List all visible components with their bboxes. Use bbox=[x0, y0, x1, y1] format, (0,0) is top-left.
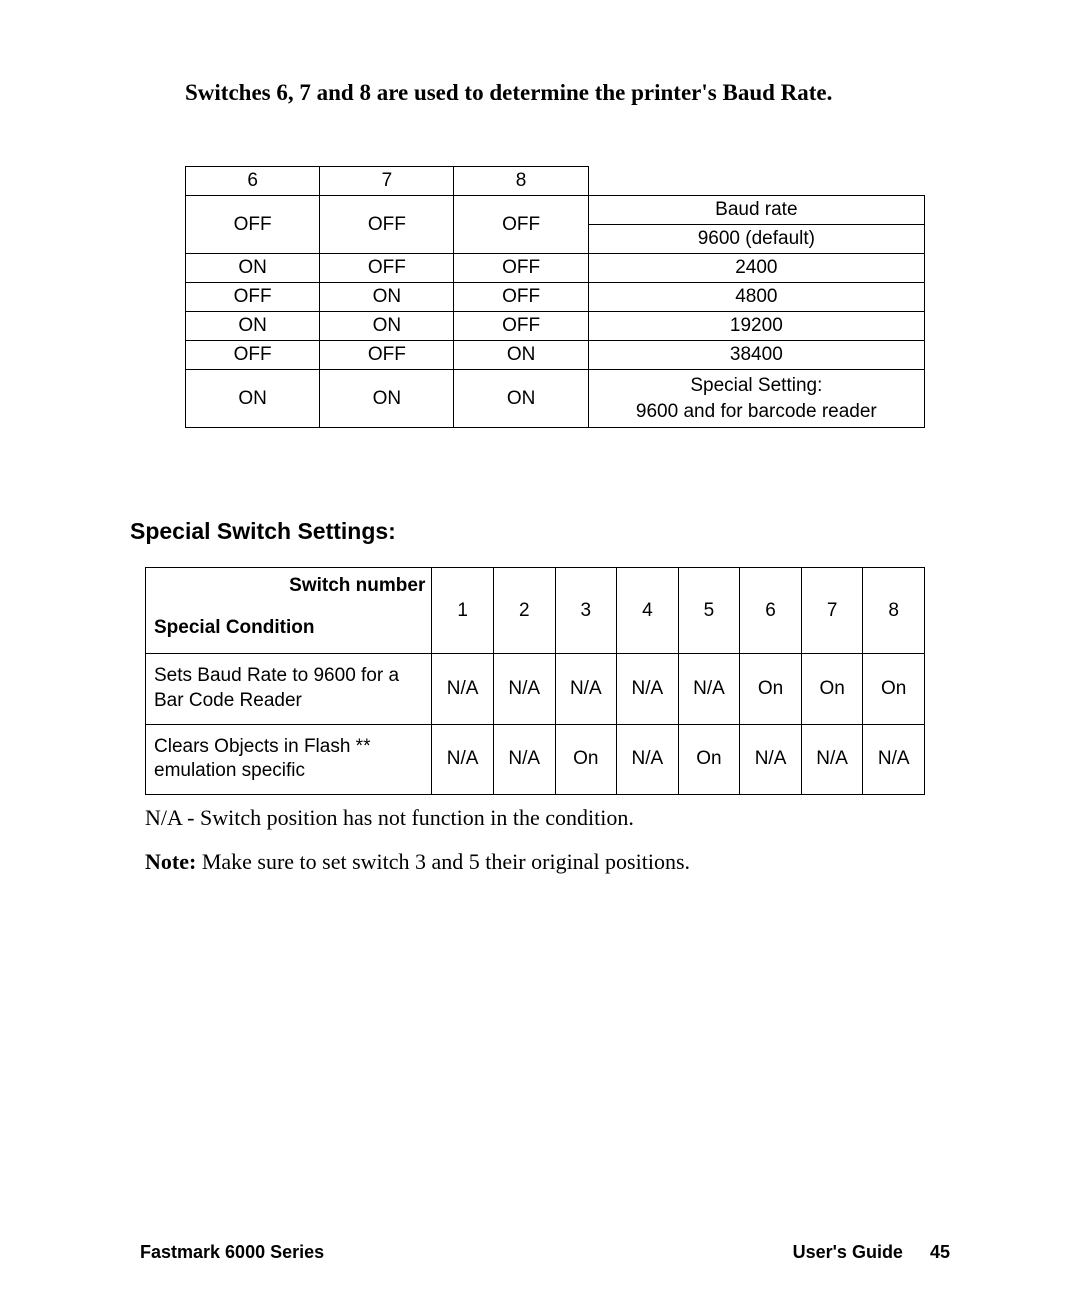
cell: ON bbox=[186, 312, 320, 341]
footer-right: User's Guide 45 bbox=[793, 1242, 950, 1263]
col-header-7: 7 bbox=[320, 167, 454, 196]
cell: 19200 bbox=[588, 312, 924, 341]
cell: 2400 bbox=[588, 254, 924, 283]
table-row: OFF OFF ON 38400 bbox=[186, 341, 925, 370]
table-row: Switch number 1 2 3 4 5 6 7 8 bbox=[146, 568, 925, 602]
table-row: 6 7 8 bbox=[186, 167, 925, 196]
col-header: 1 bbox=[432, 568, 494, 654]
cell: N/A bbox=[493, 724, 555, 794]
table-row: OFF ON OFF 4800 bbox=[186, 283, 925, 312]
col-header: 3 bbox=[555, 568, 617, 654]
rate-line1: Special Setting: bbox=[690, 375, 822, 396]
na-note: N/A - Switch position has not function i… bbox=[145, 805, 950, 831]
cell: OFF bbox=[454, 312, 588, 341]
cell: On bbox=[801, 654, 863, 724]
cell: ON bbox=[454, 370, 588, 428]
cell: ON bbox=[320, 312, 454, 341]
cell: N/A bbox=[493, 654, 555, 724]
note-text: Make sure to set switch 3 and 5 their or… bbox=[196, 849, 690, 874]
cell: ON bbox=[320, 283, 454, 312]
rate-header-cell: Baud rate bbox=[588, 196, 924, 225]
cell: ON bbox=[320, 370, 454, 428]
cell: 9600 (default) bbox=[588, 225, 924, 254]
cell: ON bbox=[186, 370, 320, 428]
table-row: ON ON ON Special Setting: 9600 and for b… bbox=[186, 370, 925, 428]
table-row: Sets Baud Rate to 9600 for a Bar Code Re… bbox=[146, 654, 925, 724]
cell: OFF bbox=[454, 196, 588, 254]
cell: 4800 bbox=[588, 283, 924, 312]
col-header-8: 8 bbox=[454, 167, 588, 196]
cell: OFF bbox=[186, 196, 320, 254]
col-header: 4 bbox=[617, 568, 679, 654]
cell: N/A bbox=[863, 724, 925, 794]
baud-rate-table: 6 7 8 OFF OFF OFF Baud rate 9600 (defaul… bbox=[185, 166, 925, 428]
col-header: 2 bbox=[493, 568, 555, 654]
row-desc: Clears Objects in Flash ** emulation spe… bbox=[146, 724, 432, 794]
footer-page-number: 45 bbox=[930, 1242, 950, 1262]
cell: OFF bbox=[320, 341, 454, 370]
col-header: 7 bbox=[801, 568, 863, 654]
note-line: Note: Make sure to set switch 3 and 5 th… bbox=[145, 849, 950, 875]
cell: OFF bbox=[186, 283, 320, 312]
cell: OFF bbox=[320, 196, 454, 254]
cell: On bbox=[863, 654, 925, 724]
cell: N/A bbox=[555, 654, 617, 724]
cell: N/A bbox=[617, 654, 679, 724]
cell: OFF bbox=[320, 254, 454, 283]
special-condition-label: Special Condition bbox=[146, 601, 432, 654]
section-heading: Special Switch Settings: bbox=[130, 518, 950, 545]
switch-number-label: Switch number bbox=[146, 568, 432, 602]
page-title: Switches 6, 7 and 8 are used to determin… bbox=[185, 80, 950, 106]
special-switch-table: Switch number 1 2 3 4 5 6 7 8 Special Co… bbox=[145, 567, 925, 795]
cell: 38400 bbox=[588, 341, 924, 370]
cell: OFF bbox=[186, 341, 320, 370]
cell: OFF bbox=[454, 254, 588, 283]
table-row: OFF OFF OFF Baud rate bbox=[186, 196, 925, 225]
col-header: 8 bbox=[863, 568, 925, 654]
cell: N/A bbox=[432, 654, 494, 724]
cell: N/A bbox=[740, 724, 802, 794]
page-footer: Fastmark 6000 Series User's Guide 45 bbox=[140, 1242, 950, 1263]
empty-cell bbox=[588, 167, 924, 196]
note-label: Note: bbox=[145, 849, 196, 874]
table-row: ON ON OFF 19200 bbox=[186, 312, 925, 341]
row-desc: Sets Baud Rate to 9600 for a Bar Code Re… bbox=[146, 654, 432, 724]
table-row: Clears Objects in Flash ** emulation spe… bbox=[146, 724, 925, 794]
col-header: 5 bbox=[678, 568, 740, 654]
col-header-6: 6 bbox=[186, 167, 320, 196]
cell: On bbox=[740, 654, 802, 724]
cell: Special Setting: 9600 and for barcode re… bbox=[588, 370, 924, 428]
footer-left: Fastmark 6000 Series bbox=[140, 1242, 324, 1263]
cell: N/A bbox=[678, 654, 740, 724]
cell: On bbox=[555, 724, 617, 794]
cell: N/A bbox=[801, 724, 863, 794]
cell: ON bbox=[186, 254, 320, 283]
col-header: 6 bbox=[740, 568, 802, 654]
cell: N/A bbox=[432, 724, 494, 794]
cell: On bbox=[678, 724, 740, 794]
cell: N/A bbox=[617, 724, 679, 794]
rate-line2: 9600 and for barcode reader bbox=[636, 401, 877, 422]
cell: ON bbox=[454, 341, 588, 370]
cell: OFF bbox=[454, 283, 588, 312]
table-row: ON OFF OFF 2400 bbox=[186, 254, 925, 283]
footer-guide-label: User's Guide bbox=[793, 1242, 903, 1262]
